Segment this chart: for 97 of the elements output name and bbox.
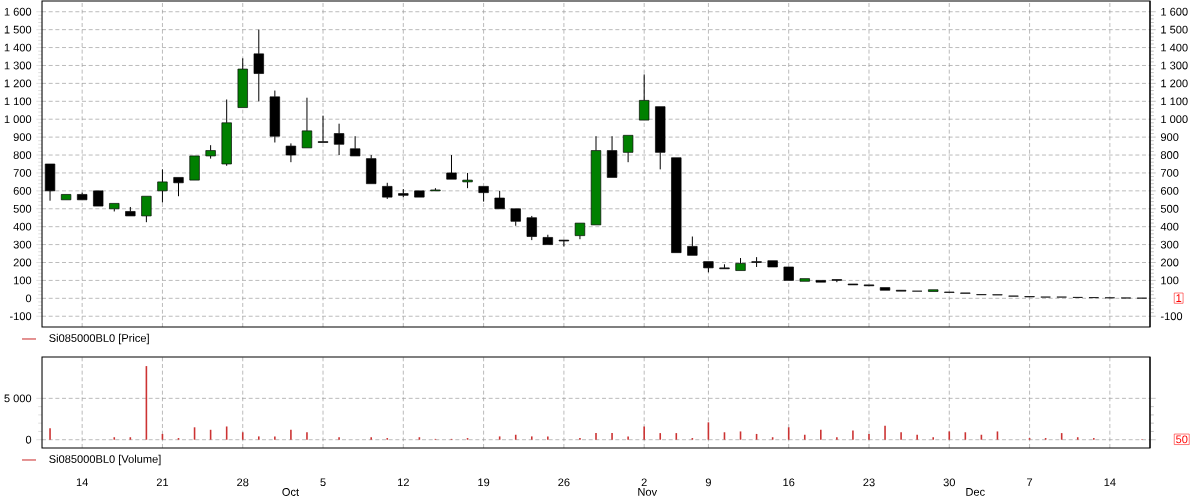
text: Dec (966, 488, 985, 496)
x-tick-label: 14 (1104, 478, 1116, 486)
text: Oct (282, 488, 299, 496)
y-tick-label: 1 400 (4, 43, 32, 52)
candlestick (606, 135, 618, 178)
candlestick (847, 283, 859, 286)
candlestick (301, 97, 313, 149)
candlestick (558, 239, 570, 247)
candlestick (60, 194, 72, 201)
candlestick (687, 236, 698, 256)
candlestick (655, 106, 666, 170)
candlestick (253, 29, 264, 102)
y-tick-label: 100 (13, 276, 32, 285)
y-tick-label: 1 300 (4, 61, 32, 70)
candlestick (799, 278, 810, 282)
candlestick (189, 155, 200, 181)
candlestick (622, 134, 634, 163)
x-tick-label: 5 (320, 478, 326, 487)
y2-tick-label: 800 (1160, 151, 1179, 159)
y-tick-label: 700 (13, 169, 32, 177)
candlestick (285, 142, 297, 163)
text: Si085000BL0 [Price] (49, 333, 149, 345)
candlestick (639, 73, 650, 121)
y-tick-label: 1 600 (4, 7, 32, 16)
y-tick-label: 1 500 (4, 25, 32, 34)
y2-tick-label: -100 (1160, 312, 1183, 321)
y2-tick-label: 1 300 (1161, 61, 1188, 70)
candlestick (863, 284, 875, 287)
y-tick-label: 600 (13, 186, 32, 195)
text: 50 (1176, 435, 1188, 444)
candlestick (349, 135, 361, 157)
candlestick (928, 289, 939, 292)
y-tick-label: -100 (9, 312, 32, 321)
y2-tick-label: 900 (1160, 133, 1179, 142)
candlestick (751, 256, 762, 268)
y-tick-label: 1 100 (4, 97, 32, 106)
y-tick-label: 1 200 (4, 79, 32, 88)
candlestick (446, 154, 457, 180)
y2-tick-label: 1 400 (1161, 43, 1188, 52)
text: Nov (638, 488, 658, 496)
y-tick-label: 1 000 (4, 115, 32, 124)
y2-tick-label: 700 (1160, 169, 1179, 177)
y-tick-label: 500 (13, 204, 32, 213)
x-tick-label: 28 (237, 478, 249, 487)
candlestick (414, 190, 425, 198)
candlestick (93, 190, 104, 207)
candlestick (879, 287, 891, 291)
candlestick (173, 177, 184, 197)
y2-tick-label: 600 (1160, 186, 1179, 195)
y-tick-label: 400 (13, 222, 32, 231)
candlestick (237, 57, 248, 108)
x-tick-label: 26 (558, 478, 570, 487)
candlestick (125, 206, 136, 217)
y-tick-label: 0 (25, 294, 32, 303)
y2-tick-label: 1 200 (1161, 79, 1188, 88)
candlestick (333, 123, 345, 156)
text: 1 (1176, 294, 1182, 302)
y-tick-label: 900 (13, 133, 32, 142)
x-tick-label: 12 (397, 478, 409, 487)
y2-tick-label: 400 (1160, 222, 1179, 231)
x-tick-label: 7 (1027, 478, 1033, 486)
candlestick (815, 280, 826, 283)
x-tick-label: 14 (76, 478, 88, 486)
y2-tick-label: 1 100 (1161, 97, 1188, 106)
candlestick (269, 90, 281, 143)
candlestick (831, 279, 843, 283)
candlestick (895, 289, 907, 292)
y2-tick-label: 100 (1161, 276, 1179, 285)
y2-tick-label: 1 500 (1161, 25, 1188, 34)
y2-tick-label: 300 (1160, 240, 1179, 249)
candlestick (783, 266, 794, 281)
x-tick-label: 21 (156, 478, 169, 487)
candlestick (510, 208, 521, 227)
y-tick-label: 800 (13, 151, 32, 159)
candlestick (478, 186, 489, 203)
y-tick-label: 200 (13, 258, 32, 267)
y-tick-label: 5 000 (4, 394, 32, 403)
x-tick-label: 9 (705, 478, 711, 487)
y2-tick-label: 200 (1160, 258, 1179, 267)
candlestick (317, 115, 329, 143)
candlestick (590, 135, 602, 226)
x-tick-label: 2 (641, 478, 647, 487)
x-tick-label: 19 (478, 478, 490, 487)
candlestick (671, 157, 682, 253)
y2-tick-label: 1 600 (1161, 7, 1188, 16)
x-tick-label: 30 (943, 478, 955, 487)
y-tick-label: 0 (25, 435, 32, 444)
candlestick (735, 257, 746, 271)
legend-label: Si085000BL0 [Volume] (49, 454, 161, 466)
y2-tick-label: 1 000 (1161, 115, 1188, 124)
candlestick (574, 222, 586, 240)
x-tick-label: 23 (863, 478, 875, 487)
x-tick-label: 16 (783, 478, 795, 487)
candlestick (767, 260, 778, 268)
y-tick-label: 300 (13, 240, 32, 249)
candlestick (44, 163, 56, 202)
y2-tick-label: 500 (1160, 204, 1179, 213)
